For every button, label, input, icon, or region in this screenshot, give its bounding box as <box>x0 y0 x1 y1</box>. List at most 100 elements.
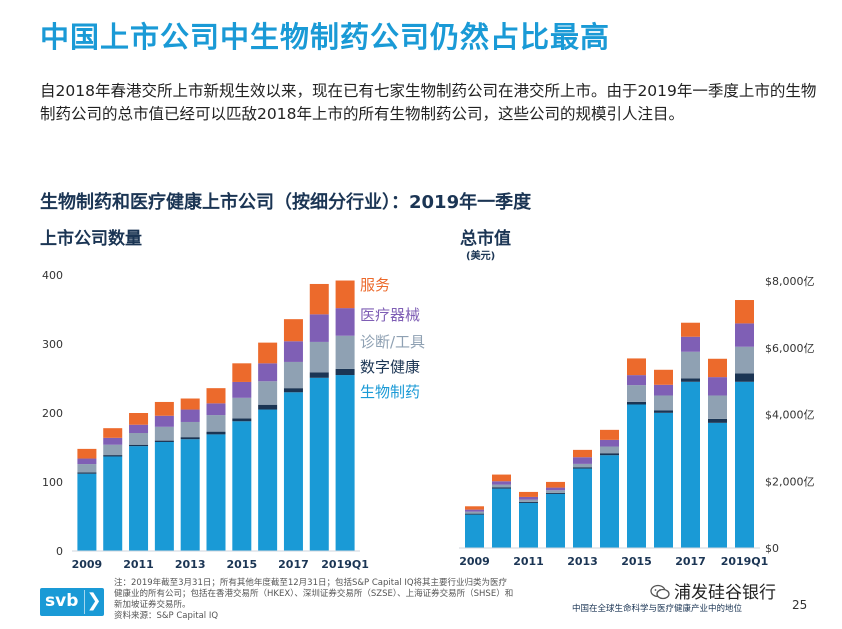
bar-segment-c0-s2-8 <box>283 361 303 389</box>
chevron-right-icon: ❯ <box>84 590 103 614</box>
intro-paragraph: 自2018年春港交所上市新规生效以来，现在已有七家生物制药公司在港交所上市。由于… <box>40 82 817 123</box>
bar-segment-c0-s3-3 <box>154 415 174 427</box>
bar-segment-c0-s4-8 <box>283 319 303 342</box>
y-tick-label: 100 <box>42 476 63 489</box>
bar-segment-c1-s4-1 <box>492 474 511 482</box>
y-tick-label: 400 <box>42 269 63 282</box>
bar-segment-c0-s4-7 <box>258 342 278 364</box>
bar-segment-c0-s2-10 <box>335 335 355 369</box>
x-tick-label: 2015 <box>227 558 258 571</box>
x-tick-label: 2013 <box>567 555 598 568</box>
bar-segment-c0-s3-0 <box>77 458 97 465</box>
x-tick-label: 2013 <box>175 558 206 571</box>
bar-segment-c0-s4-10 <box>335 280 355 309</box>
bar-segment-c0-s3-1 <box>103 437 123 445</box>
bar-segment-c1-s2-4 <box>573 463 592 468</box>
x-tick-label: 2009 <box>459 555 490 568</box>
bar-segment-c1-s3-9 <box>708 377 727 396</box>
bar-segment-c1-s3-3 <box>546 487 565 491</box>
bar-segment-c0-s4-6 <box>232 363 252 382</box>
chart-subtitle: 生物制药和医疗健康上市公司（按细分行业）：2019年一季度 <box>40 192 532 213</box>
bar-segment-c0-s2-5 <box>206 415 226 432</box>
bar-segment-c0-s4-4 <box>180 398 200 410</box>
left-chart-title: 上市公司数量 <box>40 229 142 249</box>
bar-segment-c0-s3-6 <box>232 381 252 398</box>
bar-segment-c1-s0-5 <box>600 455 619 548</box>
bar-segment-c1-s2-9 <box>708 395 727 419</box>
svb-logo: svb ❯ <box>40 588 104 616</box>
bar-segment-c0-s1-10 <box>335 368 355 376</box>
bar-segment-c0-s2-7 <box>258 381 278 405</box>
document-footer: 中国在全球生命科学与医疗健康产业中的地位 <box>572 604 743 614</box>
bar-segment-c0-s2-9 <box>309 341 329 373</box>
legend-item: 诊断/工具 <box>360 333 425 351</box>
bar-segment-c0-s4-9 <box>309 283 329 315</box>
bar-segment-c0-s0-3 <box>154 441 174 551</box>
y-tick-label: $6,000亿 <box>765 342 815 355</box>
bar-segment-c1-s0-4 <box>573 468 592 548</box>
bar-segment-c0-s4-3 <box>154 401 174 416</box>
bar-segment-c1-s1-9 <box>708 418 727 423</box>
bar-segment-c1-s4-6 <box>627 358 646 376</box>
page-number: 25 <box>792 598 808 612</box>
bar-segment-c1-s3-2 <box>519 496 538 500</box>
bar-segment-c0-s3-5 <box>206 403 226 416</box>
bar-segment-c0-s0-2 <box>129 446 149 551</box>
bar-segment-c1-s3-10 <box>735 323 754 347</box>
source-text: 资料来源：S&P Capital IQ <box>114 611 219 621</box>
bar-segment-c1-s1-7 <box>654 410 673 413</box>
footnote-block: 注：2019年截至3月31日；所有其他年度截至12月31日；包括S&P Capi… <box>114 578 514 622</box>
legend-item: 生物制药 <box>360 383 420 401</box>
bar-segment-c1-s1-10 <box>735 373 754 382</box>
bar-segment-c1-s3-5 <box>600 439 619 447</box>
bar-segment-c1-s1-4 <box>573 467 592 469</box>
x-tick-label: 2011 <box>123 558 154 571</box>
bar-segment-c0-s4-0 <box>77 448 97 459</box>
bar-segment-c0-s0-9 <box>309 377 329 551</box>
bar-segment-c0-s1-7 <box>258 404 278 410</box>
svb-logo-text: svb <box>45 591 79 611</box>
bar-segment-c0-s3-8 <box>283 341 303 362</box>
bar-segment-c1-s2-0 <box>465 511 484 514</box>
bar-segment-c0-s0-4 <box>180 439 200 551</box>
bar-segment-c1-s2-8 <box>681 351 700 379</box>
y-tick-label: $0 <box>765 542 779 555</box>
bar-segment-c0-s3-4 <box>180 409 200 422</box>
bar-segment-c0-s1-9 <box>309 372 329 378</box>
bar-segment-c0-s2-0 <box>77 464 97 473</box>
bar-segment-c0-s1-3 <box>154 440 174 442</box>
wechat-account-name: 浦发硅谷银行 <box>674 583 776 603</box>
bar-segment-c0-s0-7 <box>258 409 278 551</box>
bar-segment-c0-s2-1 <box>103 444 123 456</box>
bar-segment-c1-s4-9 <box>708 358 727 378</box>
bar-segment-c0-s0-5 <box>206 434 226 551</box>
x-tick-label: 2017 <box>675 555 706 568</box>
x-tick-label: 2017 <box>278 558 309 571</box>
bar-segment-c1-s4-0 <box>465 506 484 510</box>
bar-segment-c1-s4-4 <box>573 449 592 458</box>
bar-segment-c0-s2-3 <box>154 426 174 441</box>
bar-segment-c0-s4-1 <box>103 428 123 438</box>
bar-segment-c1-s1-8 <box>681 378 700 382</box>
bar-segment-c1-s0-7 <box>654 412 673 548</box>
bar-segment-c0-s1-5 <box>206 431 226 435</box>
bar-segment-c0-s0-8 <box>283 392 303 551</box>
legend-item: 服务 <box>360 276 390 294</box>
bar-segment-c1-s0-0 <box>465 514 484 548</box>
bar-segment-c0-s3-2 <box>129 424 149 434</box>
footnote-text: 注：2019年截至3月31日；所有其他年度截至12月31日；包括S&P Capi… <box>114 578 514 610</box>
bar-segment-c0-s0-1 <box>103 456 123 551</box>
bar-segment-c0-s0-10 <box>335 375 355 551</box>
bar-segment-c1-s0-1 <box>492 488 511 548</box>
bar-segment-c1-s3-1 <box>492 481 511 485</box>
bar-segment-c0-s2-6 <box>232 397 252 419</box>
bar-segment-c1-s3-0 <box>465 509 484 512</box>
bar-segment-c1-s3-4 <box>573 457 592 464</box>
bar-segment-c1-s0-9 <box>708 422 727 548</box>
bar-segment-c1-s0-3 <box>546 493 565 548</box>
bar-segment-c1-s2-7 <box>654 395 673 411</box>
bar-segment-c1-s0-10 <box>735 381 754 548</box>
bar-segment-c1-s2-5 <box>600 446 619 454</box>
bar-segment-c1-s3-6 <box>627 375 646 386</box>
bar-segment-c0-s0-6 <box>232 421 252 551</box>
